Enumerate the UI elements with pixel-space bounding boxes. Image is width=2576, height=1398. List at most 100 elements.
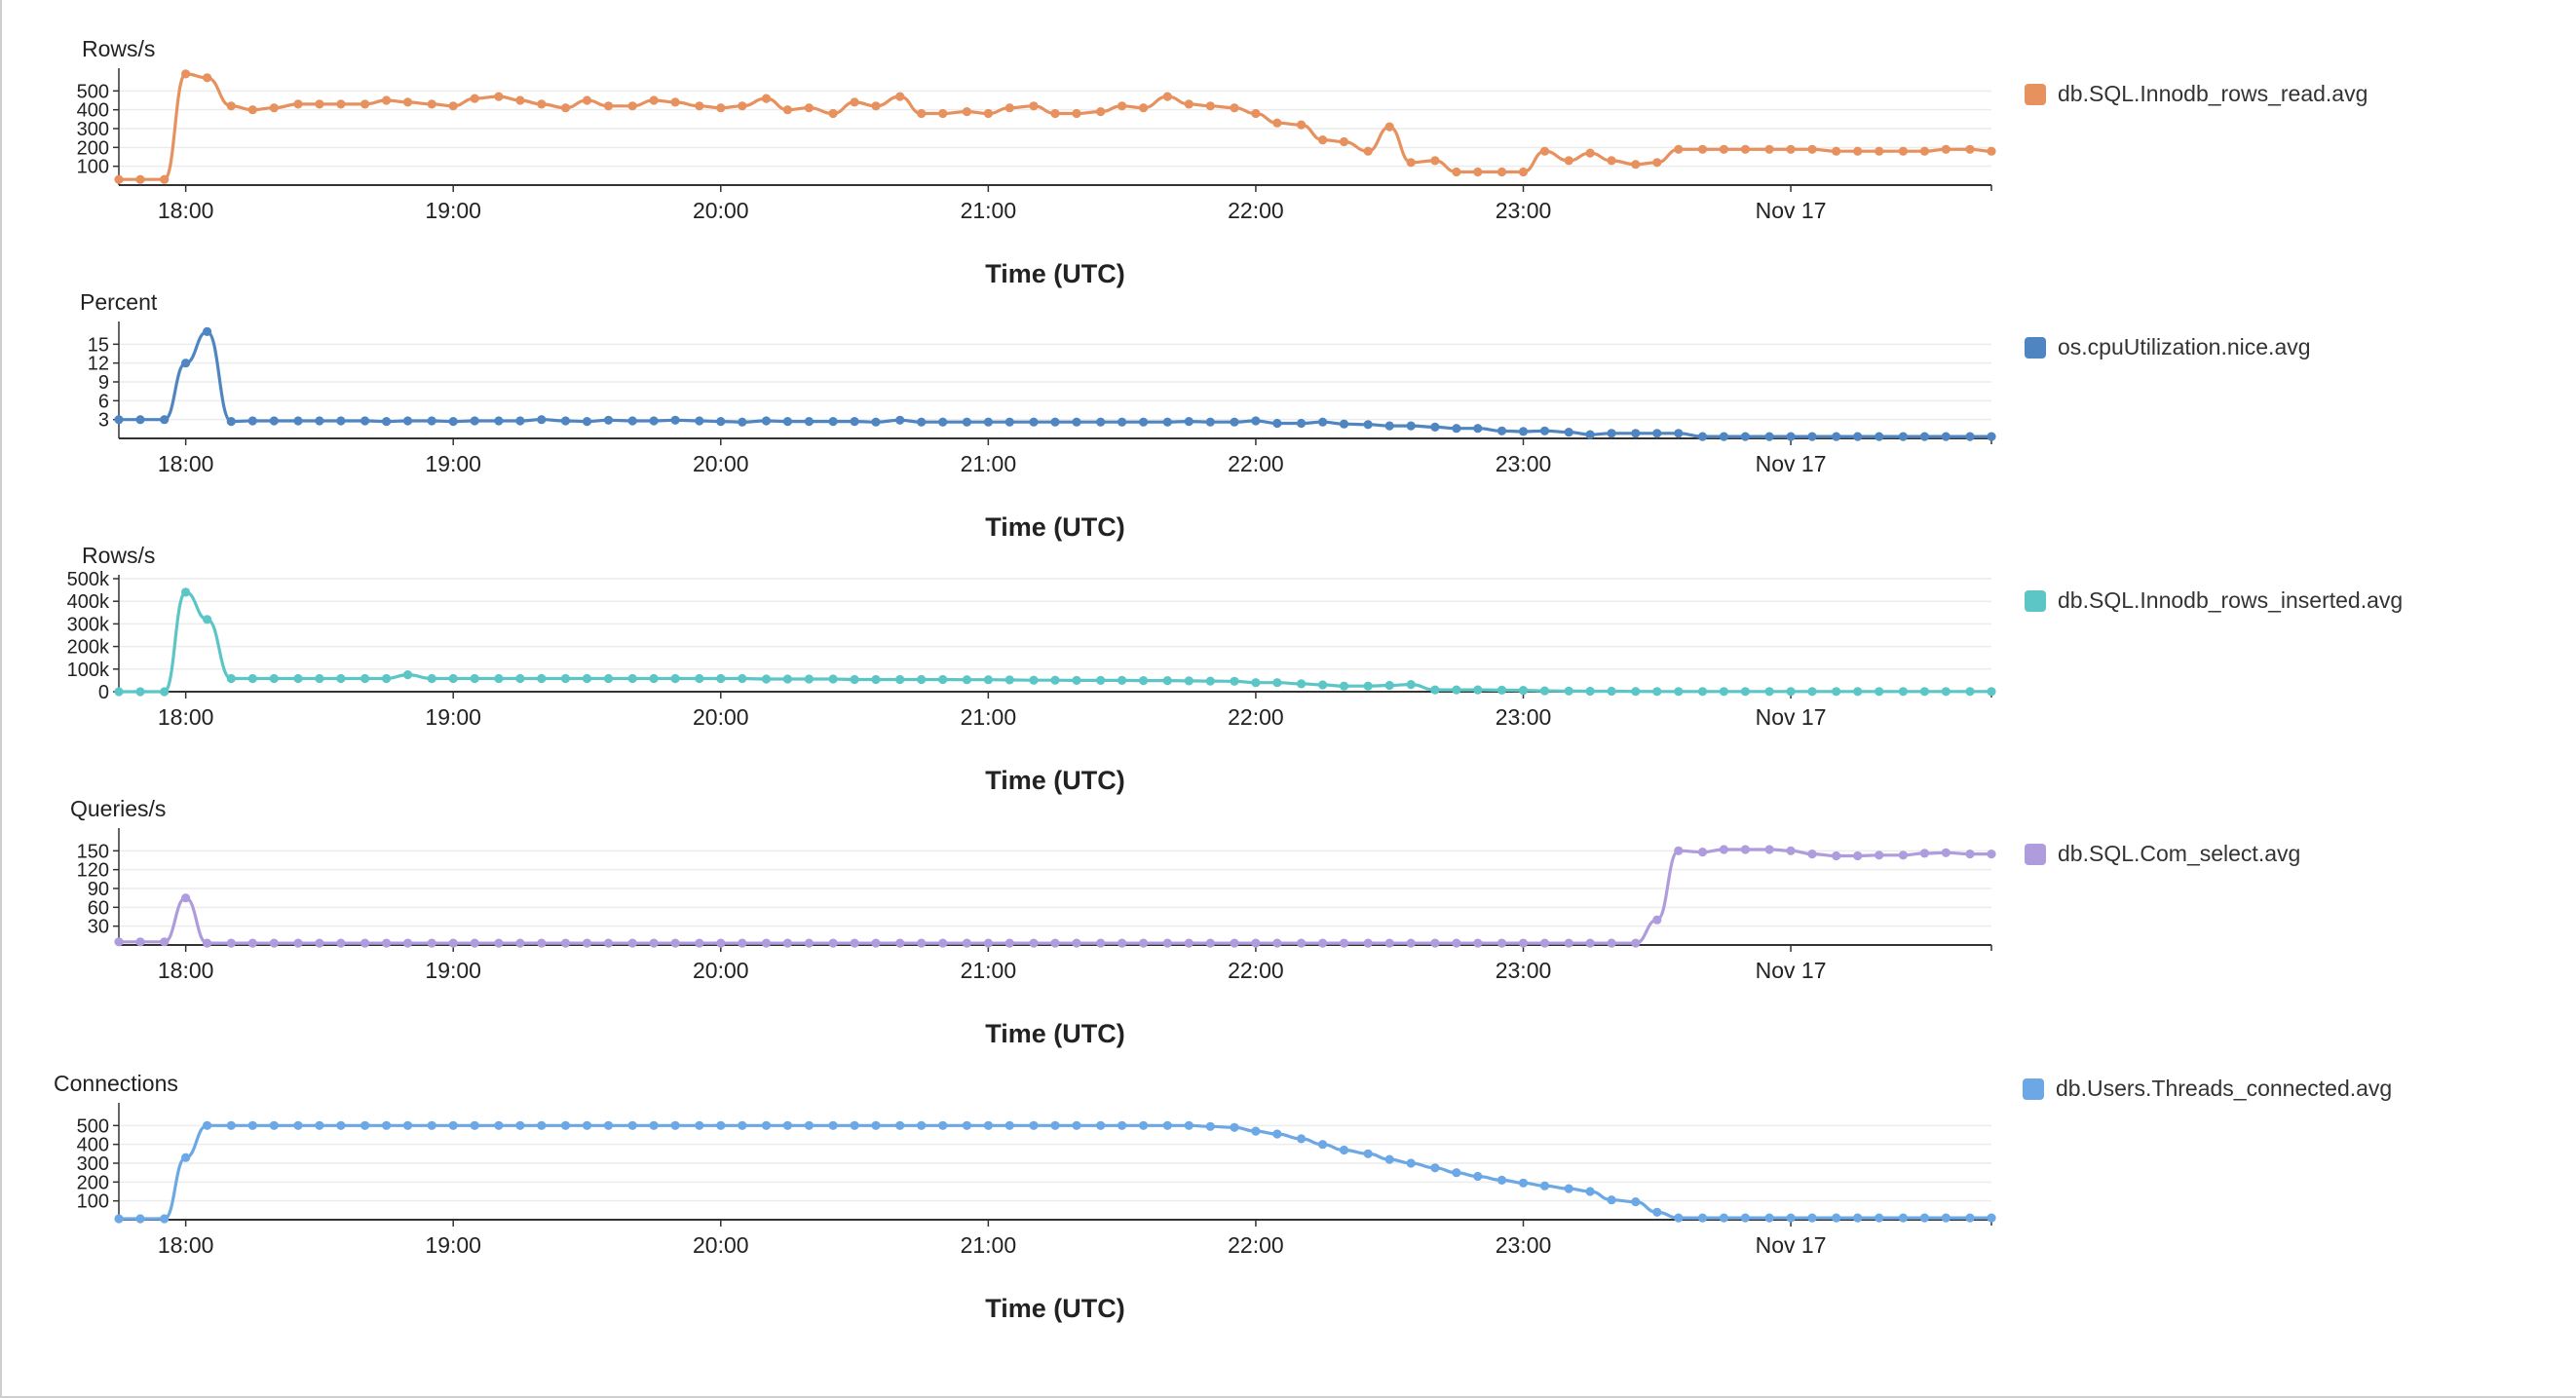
data-point[interactable]: [226, 938, 236, 948]
data-point[interactable]: [1564, 686, 1573, 696]
data-point[interactable]: [247, 416, 257, 426]
data-point[interactable]: [1096, 107, 1106, 117]
data-point[interactable]: [1585, 430, 1595, 439]
data-point[interactable]: [1539, 1181, 1550, 1190]
data-point[interactable]: [871, 417, 881, 427]
data-point[interactable]: [1518, 1178, 1529, 1188]
data-point[interactable]: [1430, 422, 1440, 432]
data-point[interactable]: [1096, 938, 1106, 948]
data-point[interactable]: [1607, 156, 1616, 166]
data-point[interactable]: [1184, 938, 1193, 948]
data-point[interactable]: [247, 673, 257, 684]
data-point[interactable]: [850, 1120, 859, 1130]
data-point[interactable]: [203, 615, 212, 624]
data-point[interactable]: [1050, 938, 1060, 948]
data-point[interactable]: [1297, 938, 1307, 948]
data-point[interactable]: [828, 1120, 838, 1130]
data-point[interactable]: [1072, 1120, 1081, 1130]
data-point[interactable]: [1898, 146, 1908, 156]
data-point[interactable]: [1764, 144, 1774, 154]
data-point[interactable]: [1162, 92, 1172, 101]
data-point[interactable]: [1832, 850, 1841, 861]
data-point[interactable]: [360, 416, 370, 426]
data-point[interactable]: [1987, 850, 1996, 859]
data-point[interactable]: [1430, 1163, 1440, 1173]
data-point[interactable]: [1585, 1187, 1595, 1196]
data-point[interactable]: [382, 938, 392, 948]
data-point[interactable]: [1875, 850, 1884, 860]
data-point[interactable]: [828, 674, 838, 684]
data-point[interactable]: [627, 101, 637, 111]
data-point[interactable]: [1919, 849, 1929, 858]
data-point[interactable]: [761, 416, 772, 426]
data-point[interactable]: [1072, 938, 1081, 948]
data-point[interactable]: [1987, 687, 1996, 697]
data-point[interactable]: [402, 416, 413, 426]
data-point[interactable]: [560, 1120, 571, 1130]
data-point[interactable]: [1697, 848, 1708, 857]
data-point[interactable]: [315, 938, 324, 948]
data-point[interactable]: [1719, 687, 1728, 697]
data-point[interactable]: [695, 101, 704, 111]
data-point[interactable]: [917, 674, 927, 685]
data-point[interactable]: [582, 673, 592, 684]
data-point[interactable]: [850, 97, 859, 107]
data-point[interactable]: [1786, 846, 1796, 855]
data-point[interactable]: [160, 174, 170, 184]
data-point[interactable]: [1251, 416, 1261, 426]
data-point[interactable]: [1339, 419, 1349, 429]
data-point[interactable]: [448, 673, 458, 684]
data-point[interactable]: [1518, 167, 1529, 177]
data-point[interactable]: [382, 1120, 392, 1130]
data-point[interactable]: [1740, 432, 1750, 441]
data-point[interactable]: [1452, 685, 1461, 695]
data-point[interactable]: [962, 417, 972, 427]
data-point[interactable]: [1118, 101, 1127, 111]
data-point[interactable]: [1452, 424, 1461, 434]
data-point[interactable]: [871, 938, 881, 948]
data-point[interactable]: [1919, 432, 1929, 441]
data-point[interactable]: [828, 108, 838, 119]
data-point[interactable]: [1853, 146, 1863, 156]
data-point[interactable]: [226, 1120, 236, 1130]
data-point[interactable]: [1184, 1120, 1193, 1130]
data-point[interactable]: [1607, 938, 1616, 948]
data-point[interactable]: [938, 417, 948, 427]
data-point[interactable]: [1430, 938, 1440, 948]
data-point[interactable]: [1072, 675, 1081, 686]
data-point[interactable]: [1205, 417, 1215, 427]
data-point[interactable]: [1406, 158, 1416, 168]
data-point[interactable]: [1072, 108, 1081, 119]
data-point[interactable]: [1272, 938, 1282, 948]
data-point[interactable]: [871, 101, 881, 111]
data-point[interactable]: [494, 1120, 504, 1130]
data-point[interactable]: [181, 587, 191, 597]
data-point[interactable]: [917, 938, 927, 948]
data-point[interactable]: [1719, 144, 1728, 154]
data-point[interactable]: [1496, 426, 1507, 435]
data-point[interactable]: [470, 416, 479, 426]
data-point[interactable]: [494, 938, 504, 948]
data-point[interactable]: [1652, 429, 1662, 438]
data-point[interactable]: [828, 417, 838, 427]
data-point[interactable]: [1339, 136, 1349, 147]
data-point[interactable]: [1496, 938, 1507, 948]
data-point[interactable]: [738, 673, 747, 684]
data-point[interactable]: [1941, 432, 1951, 441]
data-point[interactable]: [649, 416, 659, 426]
data-point[interactable]: [560, 673, 571, 684]
data-point[interactable]: [1518, 427, 1529, 436]
data-point[interactable]: [1786, 144, 1796, 154]
data-point[interactable]: [1251, 108, 1261, 119]
data-point[interactable]: [315, 673, 324, 684]
data-point[interactable]: [1987, 1213, 1996, 1223]
data-point[interactable]: [1205, 101, 1215, 111]
data-point[interactable]: [203, 1120, 212, 1130]
data-point[interactable]: [1473, 685, 1483, 695]
data-point[interactable]: [917, 108, 927, 119]
data-point[interactable]: [114, 937, 124, 947]
data-point[interactable]: [1631, 938, 1641, 948]
data-point[interactable]: [649, 938, 659, 948]
data-point[interactable]: [293, 99, 303, 109]
data-point[interactable]: [1853, 687, 1863, 697]
